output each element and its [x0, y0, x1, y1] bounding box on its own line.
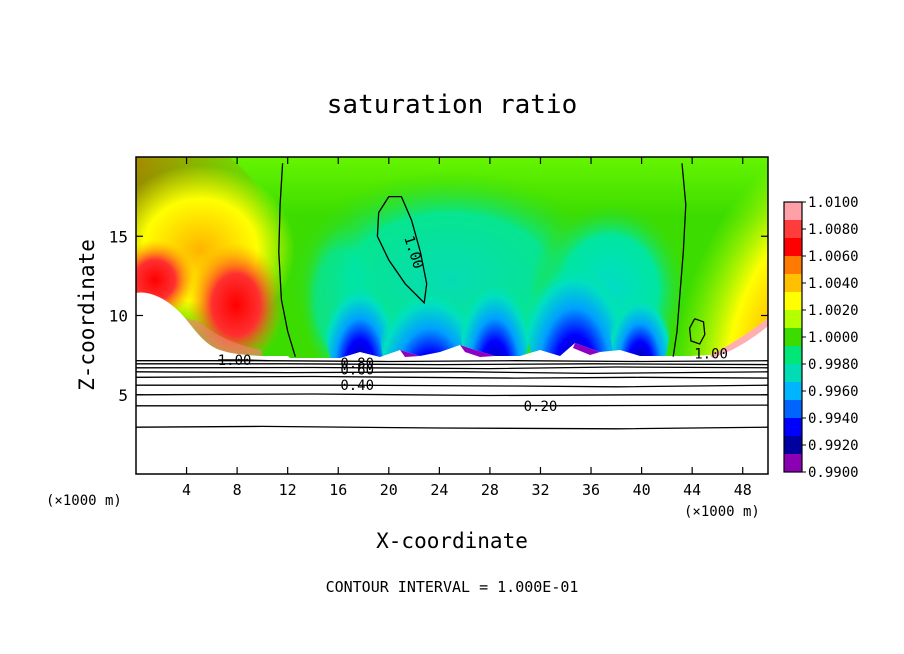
x-tick-label: 24 — [430, 481, 448, 499]
contour-line-2 — [376, 195, 428, 305]
colorbar-label: 0.9980 — [808, 357, 859, 373]
colorbar-swatch — [784, 382, 802, 401]
colorbar-label: 1.0080 — [808, 222, 859, 238]
contour-line-12 — [136, 404, 768, 407]
colorbar-label: 1.0040 — [808, 276, 859, 292]
x-tick-label: 12 — [279, 481, 297, 499]
colorbar-swatch — [784, 310, 802, 329]
contour-line-3 — [688, 318, 706, 345]
colorbar-label: 1.0000 — [808, 330, 859, 346]
x-axis-label: X-coordinate — [376, 529, 528, 553]
colorbar-swatch — [784, 364, 802, 383]
contour-label: 0.20 — [524, 399, 558, 415]
contour-lines — [136, 163, 768, 430]
y-tick-label: 15 — [109, 227, 128, 246]
contour-line-5 — [136, 360, 768, 363]
contour-interval-note: CONTOUR INTERVAL = 1.000E-01 — [326, 578, 579, 596]
colorbar: 1.0100 1.0080 1.0060 1.0040 1.0020 1.0000 0.99… — [783, 195, 859, 481]
colorbar-swatch — [784, 346, 802, 365]
x-tick-label: 8 — [233, 481, 242, 499]
x-tick-label: 20 — [380, 481, 398, 499]
x-axis-unit-left: (×1000 m) — [46, 493, 122, 509]
x-tick-label: 44 — [683, 481, 701, 499]
contour-label: 1.00 — [218, 353, 252, 369]
y-tick-label: 5 — [118, 386, 128, 405]
colorbar-swatch — [784, 400, 802, 419]
colorbar-swatch — [784, 256, 802, 275]
contour-label: 1.00 — [694, 347, 728, 363]
y-axis-label: Z-coordinate — [75, 239, 99, 391]
contour-label: 0.60 — [340, 362, 374, 378]
colorbar-swatch — [784, 436, 802, 455]
colorbar-swatch — [784, 202, 802, 221]
x-tick-label: 36 — [582, 481, 600, 499]
contour-line-8 — [136, 371, 768, 375]
colorbar-label: 0.9900 — [808, 465, 859, 481]
x-tick-label: 28 — [481, 481, 499, 499]
contour-line-13 — [136, 425, 768, 430]
colorbar-label: 1.0100 — [808, 195, 859, 211]
contour-line-11 — [136, 393, 768, 397]
colorbar-swatch — [784, 220, 802, 239]
colorbar-label: 0.9940 — [808, 411, 859, 427]
colorbar-swatch — [784, 328, 802, 347]
chart-title: saturation ratio — [327, 90, 577, 120]
contour-line-1 — [672, 163, 687, 357]
y-tick-label: 10 — [109, 307, 128, 326]
contour-line-0 — [278, 163, 296, 357]
colorbar-swatch — [784, 274, 802, 293]
x-tick-label: 40 — [633, 481, 651, 499]
contour-label: 0.40 — [340, 378, 374, 394]
colorbar-swatch — [784, 238, 802, 257]
heatmap-field — [136, 157, 768, 474]
contour-labels: 1.001.00 1.000.800.600.400.20 — [218, 234, 728, 415]
x-axis-unit-right: (×1000 m) — [684, 504, 760, 520]
x-tick-label: 16 — [329, 481, 347, 499]
contour-line-6 — [136, 363, 768, 366]
colorbar-label: 0.9920 — [808, 438, 859, 454]
x-tick-label: 48 — [734, 481, 752, 499]
colorbar-swatch — [784, 454, 802, 473]
contour-line-9 — [136, 375, 768, 379]
colorbar-label: 1.0060 — [808, 249, 859, 265]
contour-label: 0.80 — [340, 356, 374, 372]
contour-line-7 — [136, 366, 768, 370]
colorbar-swatch — [784, 418, 802, 437]
contour-line-10 — [136, 384, 768, 388]
x-tick-label: 32 — [531, 481, 549, 499]
colorbar-swatch — [784, 292, 802, 311]
colorbar-label: 0.9960 — [808, 384, 859, 400]
x-tick-label: 4 — [182, 481, 191, 499]
colorbar-label: 1.0020 — [808, 303, 859, 319]
